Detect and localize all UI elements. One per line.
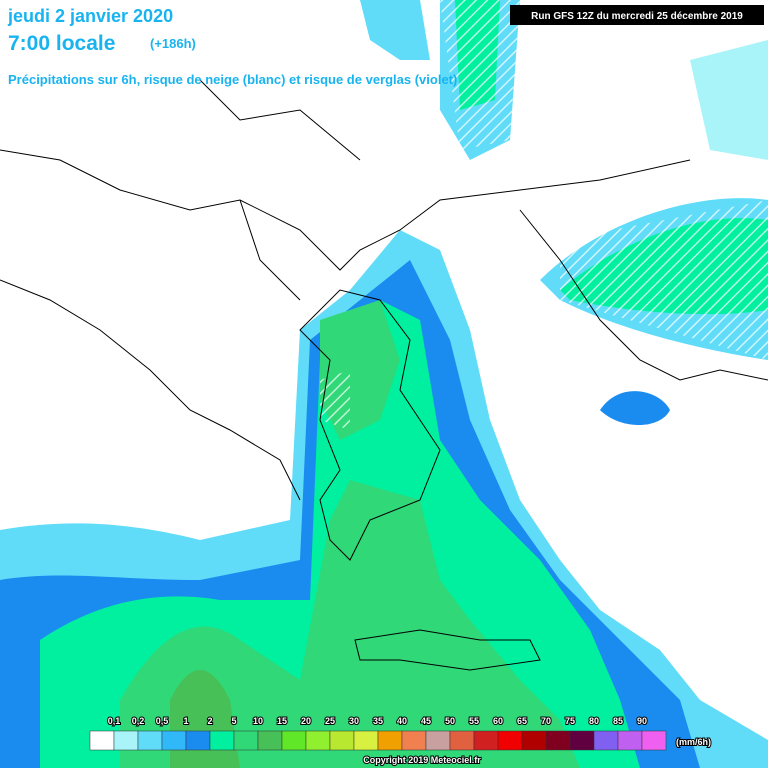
legend-label: 45 xyxy=(421,716,431,726)
legend-label: 5 xyxy=(231,716,236,726)
legend-swatch xyxy=(497,730,523,751)
legend-swatch xyxy=(161,730,187,751)
legend-label: 20 xyxy=(301,716,311,726)
legend-swatch xyxy=(617,730,643,751)
legend-swatch xyxy=(401,730,427,751)
legend-swatch xyxy=(545,730,571,751)
legend-label: 50 xyxy=(445,716,455,726)
legend-label: 60 xyxy=(493,716,503,726)
legend-swatch xyxy=(185,730,211,751)
legend-label: 25 xyxy=(325,716,335,726)
legend-swatch xyxy=(305,730,331,751)
legend-label: 30 xyxy=(349,716,359,726)
legend-swatch xyxy=(473,730,499,751)
date: jeudi 2 janvier 2020 xyxy=(7,6,173,26)
legend-swatch xyxy=(281,730,307,751)
legend-label: 75 xyxy=(565,716,575,726)
legend-label: 0,1 xyxy=(108,716,121,726)
legend-unit: (mm/6h) xyxy=(676,737,711,747)
legend-swatch xyxy=(353,730,379,751)
copyright: Copyright 2019 Meteociel.fr xyxy=(363,755,481,765)
legend-label: 1 xyxy=(183,716,188,726)
legend-swatch xyxy=(569,730,595,751)
legend-swatch xyxy=(593,730,619,751)
legend-swatch xyxy=(377,730,403,751)
lead-time: (+186h) xyxy=(150,36,196,51)
legend: 0,1 0,2 0,5 1 2 5 10 15 20 25 30 35 40 45 50 55 60 65 70 75… xyxy=(89,715,667,751)
legend-swatch xyxy=(89,730,115,751)
legend-label: 15 xyxy=(277,716,287,726)
legend-label: 70 xyxy=(541,716,551,726)
legend-swatch xyxy=(137,730,163,751)
legend-swatch xyxy=(329,730,355,751)
legend-swatch xyxy=(257,730,283,751)
run-box xyxy=(510,5,764,25)
legend-label: 10 xyxy=(253,716,263,726)
legend-label: 40 xyxy=(397,716,407,726)
legend-swatch xyxy=(209,730,235,751)
legend-swatch xyxy=(641,730,667,751)
legend-label: 0,2 xyxy=(132,716,145,726)
borders xyxy=(0,79,768,671)
legend-swatch xyxy=(449,730,475,751)
legend-label: 85 xyxy=(613,716,623,726)
time: 7:00 locale xyxy=(8,32,115,55)
legend-label: 65 xyxy=(517,716,527,726)
legend-swatch xyxy=(521,730,547,751)
legend-swatch xyxy=(425,730,451,751)
legend-swatch xyxy=(233,730,259,751)
legend-swatch xyxy=(113,730,139,751)
legend-label: 2 xyxy=(207,716,212,726)
legend-label: 35 xyxy=(373,716,383,726)
legend-label: 90 xyxy=(637,716,647,726)
legend-label: 80 xyxy=(589,716,599,726)
legend-label: 0,5 xyxy=(156,716,169,726)
subtitle: Précipitations sur 6h, risque de neige (… xyxy=(8,72,457,87)
run-info: Run GFS 12Z du mercredi 25 décembre 2019 xyxy=(531,11,743,22)
legend-label: 55 xyxy=(469,716,479,726)
